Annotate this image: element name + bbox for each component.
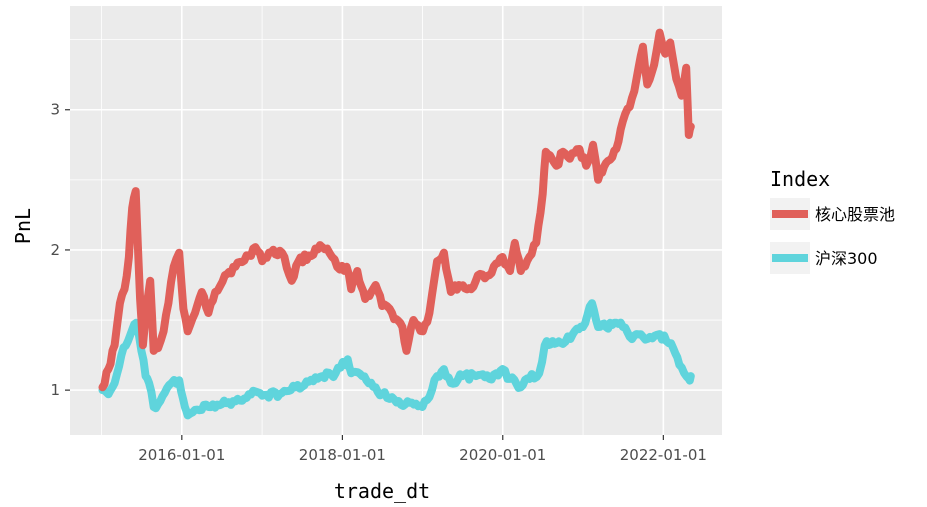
y-axis: 1 2 3 bbox=[50, 101, 70, 399]
y-axis-title: PnL bbox=[11, 208, 35, 244]
series-line-0 bbox=[98, 28, 695, 392]
x-tick-label: 2020-01-01 bbox=[459, 446, 546, 464]
x-axis-title: trade_dt bbox=[334, 479, 430, 503]
legend-label: 沪深300 bbox=[815, 249, 878, 268]
plot-panel bbox=[70, 6, 722, 435]
major-gridlines bbox=[70, 6, 722, 435]
x-tick-label: 2016-01-01 bbox=[138, 446, 225, 464]
y-tick-label: 2 bbox=[50, 241, 60, 259]
y-tick-label: 3 bbox=[50, 101, 60, 119]
x-axis: 2016-01-01 2018-01-01 2020-01-01 2022-01-01 bbox=[138, 435, 707, 464]
x-tick-label: 2018-01-01 bbox=[299, 446, 386, 464]
series-line-1 bbox=[98, 299, 695, 420]
series-lines bbox=[98, 28, 695, 420]
y-tick-label: 1 bbox=[50, 381, 60, 399]
x-tick-label: 2022-01-01 bbox=[620, 446, 707, 464]
legend-title: Index bbox=[770, 167, 830, 191]
legend-label: 核心股票池 bbox=[815, 205, 895, 224]
